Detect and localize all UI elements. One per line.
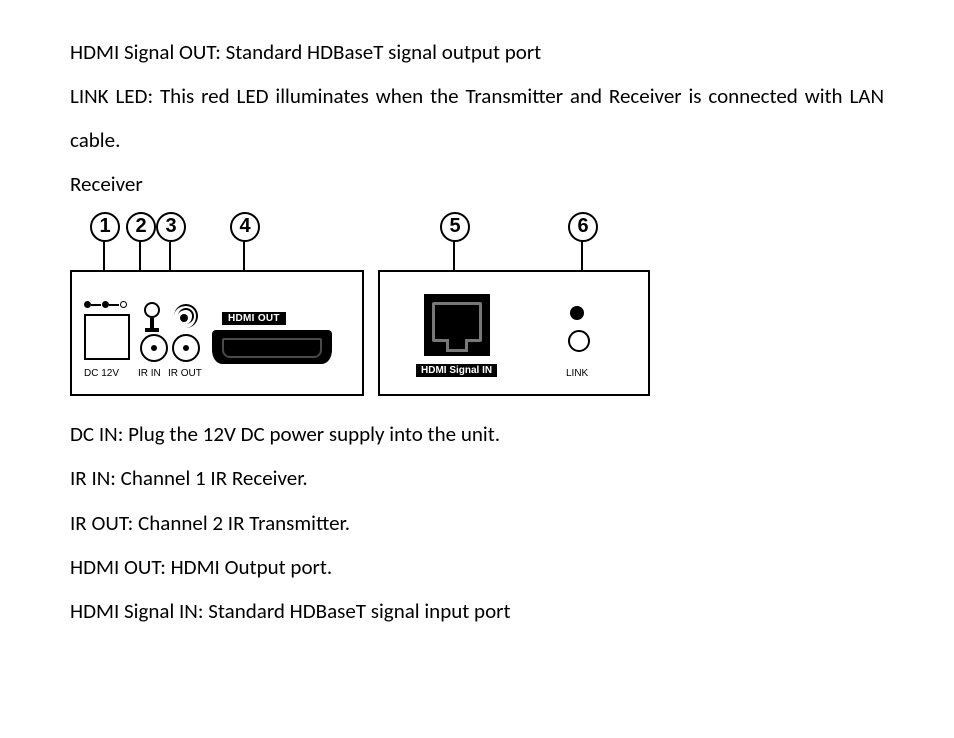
para-ir-in: IR IN: Channel 1 IR Receiver. xyxy=(70,456,884,500)
callout-3: 3 xyxy=(156,212,186,242)
para-hdmi-signal-out: HDMI Signal OUT: Standard HDBaseT signal… xyxy=(70,30,884,74)
callout-5: 5 xyxy=(440,212,470,242)
para-hdmi-out: HDMI OUT: HDMI Output port. xyxy=(70,545,884,589)
ir-in-jack-icon xyxy=(140,334,168,362)
para-receiver-heading: Receiver xyxy=(70,162,884,206)
dc-pin-row-icon xyxy=(84,298,126,310)
callout-1: 1 xyxy=(90,212,120,242)
callout-6: 6 xyxy=(568,212,598,242)
callout-2: 2 xyxy=(126,212,156,242)
label-dc12v: DC 12V xyxy=(84,368,119,379)
para-link-led: LINK LED: This red LED illuminates when … xyxy=(70,74,884,162)
hdmi-signal-in-badge: HDMI Signal IN xyxy=(416,364,497,377)
callout-4: 4 xyxy=(230,212,260,242)
receiver-panel-right: HDMI Signal IN LINK xyxy=(378,270,650,396)
ir-emitter-icon xyxy=(172,302,196,328)
hdmi-signal-in-port-icon xyxy=(424,294,490,356)
hdmi-out-port-icon xyxy=(212,330,332,364)
link-led-ring-icon xyxy=(568,330,590,352)
para-ir-out: IR OUT: Channel 2 IR Transmitter. xyxy=(70,501,884,545)
link-led-hole-icon xyxy=(570,306,584,320)
para-hdmi-sig-in: HDMI Signal IN: Standard HDBaseT signal … xyxy=(70,589,884,633)
receiver-panel-left: HDMI OUT DC 12V IR IN IR OUT xyxy=(70,270,364,396)
label-irout: IR OUT xyxy=(168,368,202,379)
ir-receiver-icon xyxy=(142,302,162,328)
dc-jack-icon xyxy=(84,314,130,360)
para-dc-in: DC IN: Plug the 12V DC power supply into… xyxy=(70,412,884,456)
ir-out-jack-icon xyxy=(172,334,200,362)
label-link: LINK xyxy=(566,368,588,379)
label-irin: IR IN xyxy=(138,368,161,379)
receiver-diagram: 1 2 3 4 5 6 xyxy=(70,212,650,402)
hdmi-out-port-badge: HDMI OUT xyxy=(222,312,286,325)
page: HDMI Signal OUT: Standard HDBaseT signal… xyxy=(0,0,954,738)
